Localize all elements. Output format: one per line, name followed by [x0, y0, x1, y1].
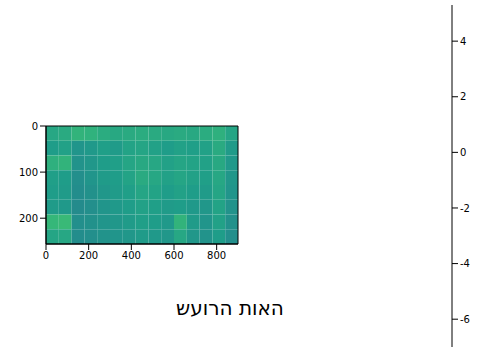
svg-text:-4: -4 [460, 258, 470, 269]
svg-text:0: 0 [43, 250, 49, 261]
html-text:האות הרועש: האות הרועש [176, 296, 284, 320]
svg-text:200: 200 [19, 213, 38, 224]
svg-text:400: 400 [122, 250, 141, 261]
svg-text:2: 2 [460, 91, 466, 102]
svg-text:-2: -2 [460, 203, 470, 214]
svg-text:200: 200 [79, 250, 98, 261]
svg-text:0: 0 [32, 121, 38, 132]
svg-text:600: 600 [164, 250, 183, 261]
svg-text:0: 0 [460, 147, 466, 158]
svg-text:4: 4 [460, 36, 466, 47]
svg-text:100: 100 [19, 167, 38, 178]
svg-text:800: 800 [207, 250, 226, 261]
svg-text:-6: -6 [460, 314, 470, 325]
